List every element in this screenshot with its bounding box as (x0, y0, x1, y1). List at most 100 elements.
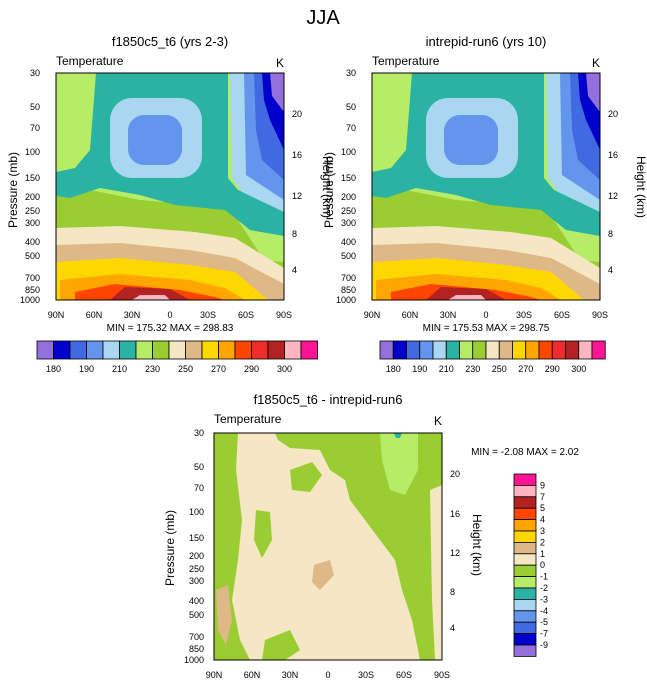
colorbar-label: 180 (386, 364, 401, 374)
x-tick: 90N (48, 310, 65, 320)
colorbar-label: 270 (211, 364, 226, 374)
x-tick: 0 (167, 310, 172, 320)
colorbar-swatch (565, 340, 580, 360)
y2-axis-label: Height (km) (634, 156, 647, 218)
colorbar-label: 210 (439, 364, 454, 374)
y-tick: 250 (341, 206, 356, 216)
units-label: K (434, 414, 442, 428)
y-tick: 30 (346, 68, 356, 78)
colorbar-label: 190 (79, 364, 94, 374)
colorbar-swatch (152, 340, 170, 360)
panel-left-label: Temperature (372, 54, 440, 68)
y-tick: 250 (25, 206, 40, 216)
colorbar-swatch (472, 340, 487, 360)
colorbar-swatch (591, 340, 606, 360)
panel-difference: f1850c5_t6 - intrepid-run6 Temperature K… (163, 392, 579, 680)
colorbar-swatch (512, 340, 527, 360)
y-tick: 850 (25, 285, 40, 295)
colorbar-swatch (513, 530, 537, 543)
y-tick: 150 (189, 533, 204, 543)
y-tick: 700 (341, 273, 356, 283)
y2-tick: 20 (608, 109, 618, 119)
colorbar-label: 190 (412, 364, 427, 374)
colorbar-label: 4 (540, 515, 545, 525)
colorbar-swatch (168, 340, 186, 360)
x-tick: 30S (358, 670, 374, 680)
colorbar-label: -2 (540, 583, 548, 593)
colorbar-label: 290 (244, 364, 259, 374)
x-tick: 60N (244, 670, 261, 680)
colorbar-swatch (538, 340, 553, 360)
y-tick: 700 (25, 273, 40, 283)
colorbar-swatch (201, 340, 219, 360)
x-tick: 30S (516, 310, 532, 320)
y-tick: 200 (341, 192, 356, 202)
y2-tick: 8 (292, 229, 297, 239)
colorbar-label: 1 (540, 549, 545, 559)
y-tick: 300 (341, 218, 356, 228)
x-tick: 30N (124, 310, 141, 320)
y-tick: 250 (189, 564, 204, 574)
panel-right: intrepid-run6 (yrs 10) Temperature K 90N… (322, 34, 647, 334)
y-tick: 200 (189, 551, 204, 561)
min-max-readout: MIN = -2.08 MAX = 2.02 (471, 447, 579, 458)
y2-tick: 12 (450, 548, 460, 558)
y-tick: 500 (341, 251, 356, 261)
x-tick: 30N (440, 310, 457, 320)
y-tick: 300 (25, 218, 40, 228)
y-tick: 70 (30, 123, 40, 133)
y2-axis-label: Height (km) (320, 156, 334, 218)
y2-tick: 12 (608, 191, 618, 201)
x-tick: 30N (282, 670, 299, 680)
y2-tick: 20 (450, 469, 460, 479)
colorbar-label: -5 (540, 617, 548, 627)
colorbar-label: -4 (540, 606, 548, 616)
colorbar-label: -9 (540, 640, 548, 650)
colorbar-swatch (498, 340, 513, 360)
x-tick: 0 (325, 670, 330, 680)
colorbar-swatch (379, 340, 394, 360)
colorbar-swatch (53, 340, 71, 360)
colorbar-swatch (218, 340, 236, 360)
y-tick: 100 (189, 507, 204, 517)
colorbar-swatch (86, 340, 104, 360)
colorbar-swatch (525, 340, 540, 360)
colorbar-swatch (406, 340, 421, 360)
colorbar-label: -7 (540, 629, 548, 639)
y-tick: 1000 (20, 295, 40, 305)
colorbar-label: 210 (112, 364, 127, 374)
x-tick: 60S (554, 310, 570, 320)
y2-tick: 16 (450, 509, 460, 519)
colorbar-swatch (513, 610, 537, 623)
panel-left-label: Temperature (56, 54, 124, 68)
colorbar-swatch (485, 340, 500, 360)
panel-title: f1850c5_t6 (yrs 2-3) (112, 34, 228, 49)
y2-tick: 4 (608, 265, 613, 275)
colorbar-difference: 9 75 432 10 -1-2-3 -4-5 -7-9 (513, 473, 548, 657)
colorbar-swatch (513, 553, 537, 566)
y-tick: 850 (341, 285, 356, 295)
colorbar-swatch (69, 340, 87, 360)
contour-field (372, 73, 600, 300)
colorbar-right: 180 190 210 230 250 270 290 300 (379, 340, 606, 374)
colorbar-label: 230 (465, 364, 480, 374)
colorbar-label: 250 (178, 364, 193, 374)
y-tick: 100 (341, 147, 356, 157)
y-tick: 700 (189, 632, 204, 642)
panel-title: intrepid-run6 (yrs 10) (426, 34, 547, 49)
colorbar-label: 3 (540, 526, 545, 536)
y2-tick: 20 (292, 109, 302, 119)
colorbar-label: -3 (540, 594, 548, 604)
colorbar-swatch (459, 340, 474, 360)
panel-left: f1850c5_t6 (yrs 2-3) Temperature K 90N 6… (6, 34, 334, 334)
contour-field (214, 433, 442, 660)
y-tick: 100 (25, 147, 40, 157)
y2-tick: 4 (292, 265, 297, 275)
y2-tick: 4 (450, 623, 455, 633)
colorbar-label: 300 (277, 364, 292, 374)
colorbar-swatch (119, 340, 137, 360)
y-tick: 500 (25, 251, 40, 261)
y2-tick: 8 (450, 587, 455, 597)
contour-field (56, 73, 284, 300)
x-tick: 30S (200, 310, 216, 320)
